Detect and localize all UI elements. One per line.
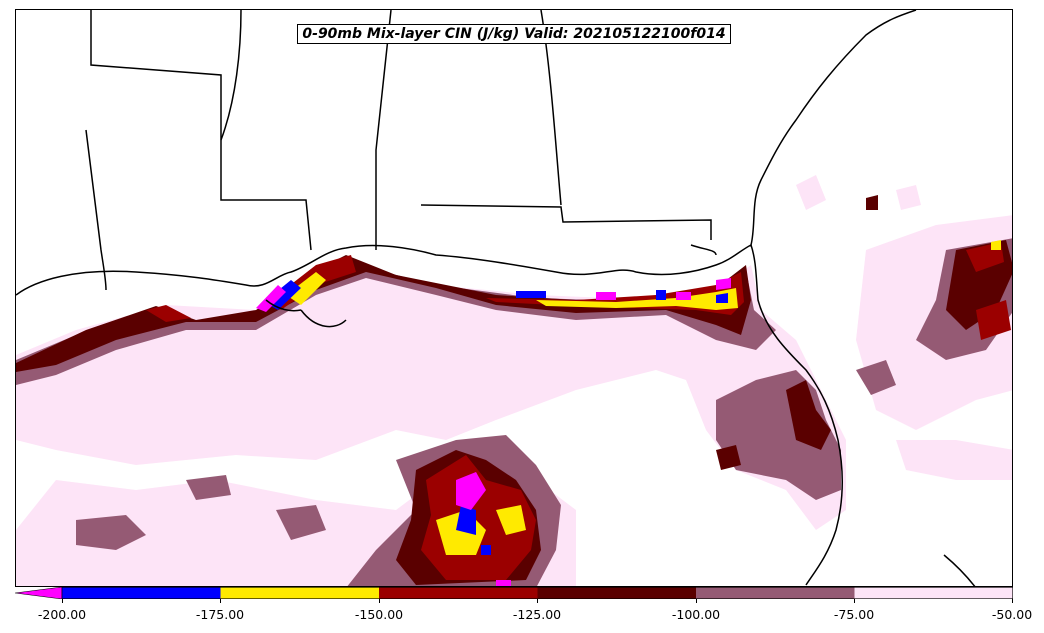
colorbar-outline [61,587,1013,599]
tick-label: -150.00 [354,607,404,622]
colorbar-bin-100-75 [696,587,855,599]
tick-label: -50.00 [991,607,1033,622]
tick-mark [696,599,697,603]
map-panel: 0-90mb Mix-layer CIN (J/kg) Valid: 20210… [15,9,1013,587]
tick-mark [537,599,538,603]
colorbar [15,587,1013,599]
tick-mark [854,599,855,603]
colorbar-bin-150-125 [379,587,538,599]
tick-mark [379,599,380,603]
cin-contour-below-200 [256,278,731,586]
tick-label: -175.00 [195,607,245,622]
colorbar-bin-175-150 [220,587,379,599]
colorbar-bin-200-175 [62,587,221,599]
colorbar-bin-125-100 [537,587,696,599]
tick-label: -100.00 [671,607,721,622]
colorbar-extend-min [15,587,63,599]
tick-label: -200.00 [37,607,87,622]
tick-mark [62,599,63,603]
colorbar-bin-75-50 [854,587,1013,599]
tick-mark [220,599,221,603]
cin-map [16,10,1012,586]
tick-label: -125.00 [512,607,562,622]
tick-mark [1012,599,1013,603]
tick-label: -75.00 [833,607,875,622]
